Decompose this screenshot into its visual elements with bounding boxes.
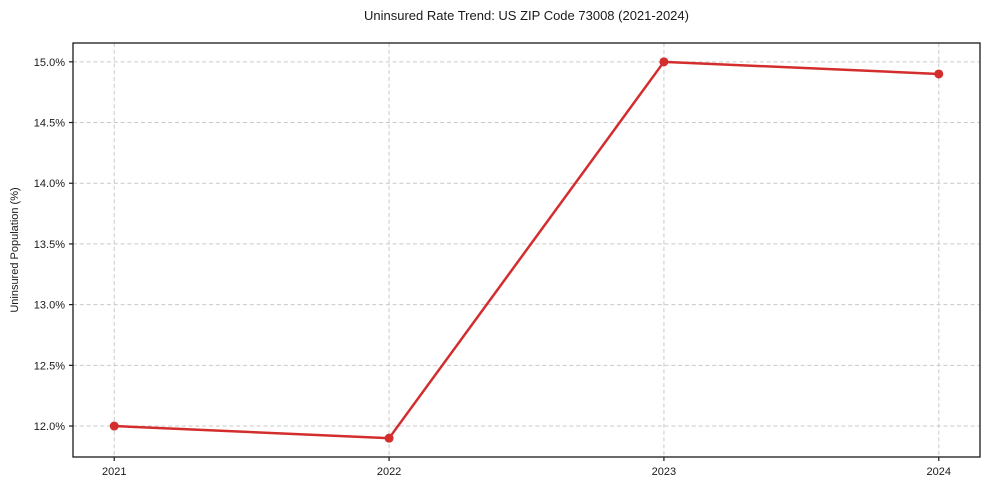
y-axis-label-text: Uninsured Population (%) — [9, 187, 21, 313]
y-tick-label: 14.5% — [34, 118, 65, 130]
x-tick-label: 2024 — [927, 466, 951, 478]
x-tick-label: 2021 — [102, 466, 126, 478]
plot-border — [72, 42, 981, 458]
data-point-2022 — [384, 433, 394, 443]
x-tick-label: 2023 — [652, 466, 676, 478]
data-point-2023 — [659, 57, 669, 67]
y-tick-label: 15.0% — [34, 57, 65, 69]
y-tick-label: 12.0% — [34, 421, 65, 433]
y-tick-label: 14.0% — [34, 178, 65, 190]
y-tick-label: 13.0% — [34, 300, 65, 312]
data-point-2021 — [109, 421, 119, 431]
trend-line — [112, 60, 941, 440]
y-tick-label: 12.5% — [34, 360, 65, 372]
x-tick-label: 2022 — [377, 466, 401, 478]
y-tick-label: 13.5% — [34, 239, 65, 251]
chart-title: Uninsured Rate Trend: US ZIP Code 73008 … — [364, 8, 689, 23]
data-point-2024 — [934, 69, 944, 79]
